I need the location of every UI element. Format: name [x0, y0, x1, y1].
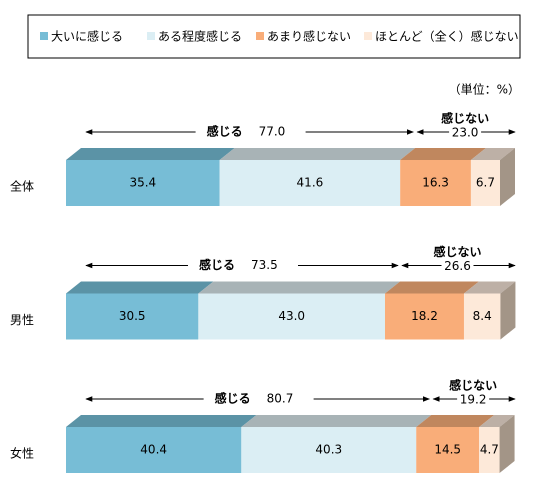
value-label: 41.6 [297, 176, 324, 190]
legend-label: 大いに感じる [51, 29, 123, 44]
bar-top [219, 148, 416, 160]
bar-top [416, 415, 495, 427]
label-bg [449, 125, 482, 139]
category-label: 全体 [10, 179, 34, 194]
legend-box [27, 14, 521, 59]
agree-label: 感じる [207, 124, 243, 139]
bar-top [384, 281, 479, 294]
value-label: 35.4 [129, 176, 156, 190]
disagree-label: 感じない [449, 378, 497, 393]
legend-swatch [364, 32, 372, 40]
agree-label: 感じる [199, 257, 235, 272]
legend-label: ほとんど（全く）感じない [375, 29, 519, 44]
bar [198, 293, 385, 340]
bar [384, 293, 464, 340]
disagree-total: 19.2 [460, 393, 487, 407]
value-label: 16.3 [422, 176, 449, 190]
bar-top [400, 148, 486, 160]
bar-top [66, 148, 235, 160]
value-label: 30.5 [119, 309, 146, 323]
bar [66, 293, 199, 340]
value-label: 4.7 [480, 443, 499, 457]
bar-top [198, 281, 400, 294]
agree-total: 80.7 [267, 392, 294, 406]
label-bg [441, 258, 474, 273]
agree-label: 感じる [215, 391, 251, 406]
category-label: 男性 [10, 313, 34, 327]
agree-total: 77.0 [259, 125, 286, 139]
bar [416, 427, 480, 473]
disagree-label: 感じない [441, 111, 489, 126]
bar-top [241, 415, 432, 427]
label-bg [187, 257, 298, 274]
value-label: 14.5 [434, 443, 461, 457]
bar-side [500, 148, 515, 206]
disagree-total: 23.0 [452, 126, 479, 140]
value-label: 40.3 [315, 443, 342, 457]
legend-swatch [147, 32, 155, 40]
value-label: 40.4 [140, 443, 167, 457]
bar [241, 427, 417, 473]
legend-swatch [40, 32, 48, 40]
bar-side [499, 415, 515, 473]
legend-label: あまり感じない [267, 29, 351, 44]
bar [400, 160, 471, 206]
label-bg [203, 391, 314, 407]
bar [463, 293, 501, 340]
agree-total: 73.5 [251, 258, 278, 272]
bar-side [500, 281, 516, 340]
value-label: 6.7 [476, 176, 495, 190]
bar [479, 427, 500, 473]
value-label: 8.4 [473, 309, 492, 323]
bar [66, 427, 242, 473]
disagree-label: 感じない [433, 244, 481, 259]
disagree-total: 26.6 [444, 259, 471, 273]
bar-top [66, 415, 257, 427]
legend-swatch [256, 32, 264, 40]
bar-top [66, 281, 214, 294]
bar-top [470, 148, 515, 160]
bar [219, 160, 401, 206]
unit-note: （単位：%） [449, 82, 520, 97]
legend-label: ある程度感じる [158, 29, 242, 44]
category-label: 女性 [10, 446, 34, 461]
value-label: 43.0 [278, 309, 305, 323]
value-label: 18.2 [411, 309, 438, 323]
bar-top [479, 415, 515, 427]
bar [470, 160, 500, 206]
bar-top [463, 281, 516, 294]
label-bg [195, 124, 306, 140]
bar [66, 160, 220, 206]
label-bg [457, 392, 490, 406]
